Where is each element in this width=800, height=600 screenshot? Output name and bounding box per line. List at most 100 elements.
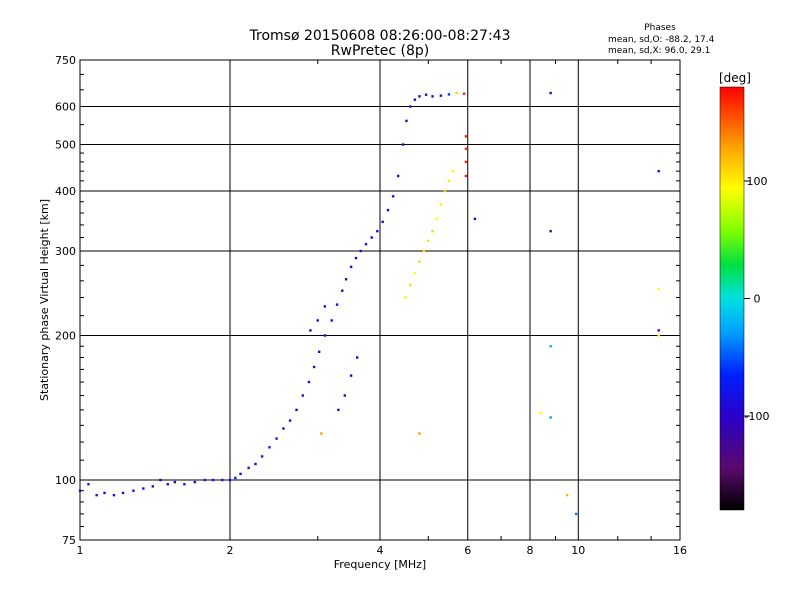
data-point <box>549 229 552 233</box>
data-point <box>228 478 232 482</box>
data-point <box>288 419 292 422</box>
data-point <box>337 408 340 412</box>
data-point <box>431 229 434 233</box>
data-point <box>404 296 407 299</box>
data-point <box>354 256 358 260</box>
data-points <box>78 91 660 516</box>
data-point <box>112 493 116 497</box>
stats-heading: Phases <box>644 23 676 33</box>
x-tick-label: 1 <box>77 544 84 557</box>
data-point <box>386 208 390 212</box>
data-point <box>381 220 384 224</box>
data-point <box>142 487 145 490</box>
x-tick-label: 6 <box>464 544 471 557</box>
x-axis-label: Frequency [MHz] <box>334 558 426 571</box>
data-point <box>418 260 421 263</box>
x-tick-label: 10 <box>571 544 585 557</box>
data-point <box>431 95 434 98</box>
data-point <box>221 478 224 482</box>
data-point <box>391 195 395 198</box>
data-point <box>295 408 298 412</box>
data-point <box>413 271 417 275</box>
data-point <box>413 98 417 101</box>
colorbar-gradient <box>719 86 745 511</box>
data-point <box>657 334 660 337</box>
chart-subtitle: RwPretec (8p) <box>331 43 429 59</box>
data-point <box>464 135 468 138</box>
y-tick-label: 750 <box>55 54 76 67</box>
y-tick-label: 400 <box>55 185 76 198</box>
data-point <box>159 478 162 482</box>
data-point <box>364 242 368 246</box>
data-point <box>439 203 443 206</box>
data-point <box>239 472 242 476</box>
colorbar-ticks: 100 0 -100 <box>744 175 769 423</box>
x-tick-label: 4 <box>377 544 384 557</box>
data-point <box>193 480 197 484</box>
data-point <box>349 374 353 377</box>
data-point <box>473 217 477 221</box>
data-point <box>323 305 327 308</box>
x-axis: 1 2 4 6 8 10 16 <box>77 60 687 557</box>
data-point <box>409 283 412 287</box>
data-point <box>307 380 311 384</box>
y-tick-label: 300 <box>55 245 76 258</box>
y-tick-label: 200 <box>55 330 76 343</box>
data-point <box>549 345 552 348</box>
data-point <box>254 462 257 466</box>
colorbar-tick-label: -100 <box>745 410 770 423</box>
colorbar-label: [deg] <box>719 71 751 85</box>
data-point <box>462 92 466 95</box>
data-point <box>166 483 169 486</box>
data-point <box>565 493 569 497</box>
data-point <box>317 350 321 353</box>
data-point <box>343 394 347 397</box>
data-point <box>95 493 98 497</box>
x-tick-label: 8 <box>527 544 534 557</box>
colorbar-tick-label: 0 <box>754 293 761 306</box>
data-point <box>323 334 327 337</box>
data-point <box>464 147 468 150</box>
data-point <box>309 329 312 332</box>
y-tick-label: 100 <box>55 474 76 487</box>
data-point <box>464 160 468 164</box>
data-point <box>316 319 319 322</box>
data-point <box>405 119 408 123</box>
data-point <box>657 329 660 332</box>
data-point <box>183 483 186 486</box>
chart-title: Tromsø 20150608 08:26:00-08:27:43 <box>249 28 511 44</box>
data-point <box>396 174 400 178</box>
data-point <box>301 394 305 397</box>
data-point <box>435 217 438 221</box>
data-point <box>173 480 177 484</box>
data-point <box>539 411 542 415</box>
colorbar-tick-label: 100 <box>747 175 768 188</box>
data-point <box>451 169 455 173</box>
y-axis-label: Stationary phase Virtual Height [km] <box>38 199 51 401</box>
data-point <box>418 432 421 435</box>
data-point <box>455 91 458 95</box>
data-point <box>247 466 250 470</box>
data-point <box>443 189 447 193</box>
data-point <box>211 478 215 482</box>
data-point <box>282 427 285 430</box>
data-point <box>447 93 451 96</box>
data-point <box>549 91 552 95</box>
data-point <box>657 287 660 291</box>
stats-line-x: mean, sd,X: 96.0, 29.1 <box>608 46 710 56</box>
data-point <box>335 303 339 306</box>
x-tick-label: 2 <box>227 544 234 557</box>
colorbar: [deg] 100 0 -100 <box>719 71 769 511</box>
data-point <box>87 483 90 486</box>
data-point <box>355 356 359 359</box>
data-point <box>424 93 428 96</box>
data-point <box>341 289 344 292</box>
stats-line-o: mean, sd,O: -88.2, 17.4 <box>608 35 715 45</box>
data-point <box>427 239 430 243</box>
x-tick-label: 16 <box>673 544 687 557</box>
data-point <box>132 489 135 492</box>
data-point <box>376 229 379 233</box>
data-point <box>370 236 373 239</box>
data-point <box>401 143 405 146</box>
